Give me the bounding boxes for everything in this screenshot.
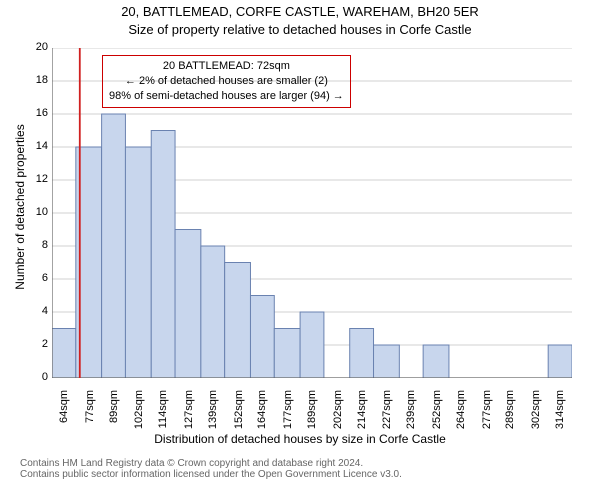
annotation-line-3: 98% of semi-detached houses are larger (…: [109, 89, 344, 104]
y-tick-label: 18: [36, 74, 48, 86]
footer-line-1: Contains HM Land Registry data © Crown c…: [20, 458, 402, 469]
y-tick-label: 0: [42, 371, 48, 383]
y-tick-label: 8: [42, 239, 48, 251]
y-tick-label: 4: [42, 305, 48, 317]
y-tick-label: 20: [36, 41, 48, 53]
y-tick-label: 16: [36, 107, 48, 119]
y-tick-label: 14: [36, 140, 48, 152]
y-tick-label: 2: [42, 338, 48, 350]
y-tick-label: 12: [36, 173, 48, 185]
chart-container: 20, BATTLEMEAD, CORFE CASTLE, WAREHAM, B…: [0, 0, 600, 500]
annotation-line-2: ← 2% of detached houses are smaller (2): [109, 74, 344, 89]
y-tick-label: 6: [42, 272, 48, 284]
chart-title-2: Size of property relative to detached ho…: [0, 22, 600, 39]
y-tick-label: 10: [36, 206, 48, 218]
y-axis-label: Number of detached properties: [13, 107, 27, 307]
marker-annotation: 20 BATTLEMEAD: 72sqm ← 2% of detached ho…: [102, 55, 351, 108]
x-axis-label: Distribution of detached houses by size …: [0, 432, 600, 446]
chart-title-1: 20, BATTLEMEAD, CORFE CASTLE, WAREHAM, B…: [0, 4, 600, 21]
footer-attribution: Contains HM Land Registry data © Crown c…: [20, 458, 402, 480]
annotation-line-1: 20 BATTLEMEAD: 72sqm: [109, 59, 344, 74]
footer-line-2: Contains public sector information licen…: [20, 469, 402, 480]
